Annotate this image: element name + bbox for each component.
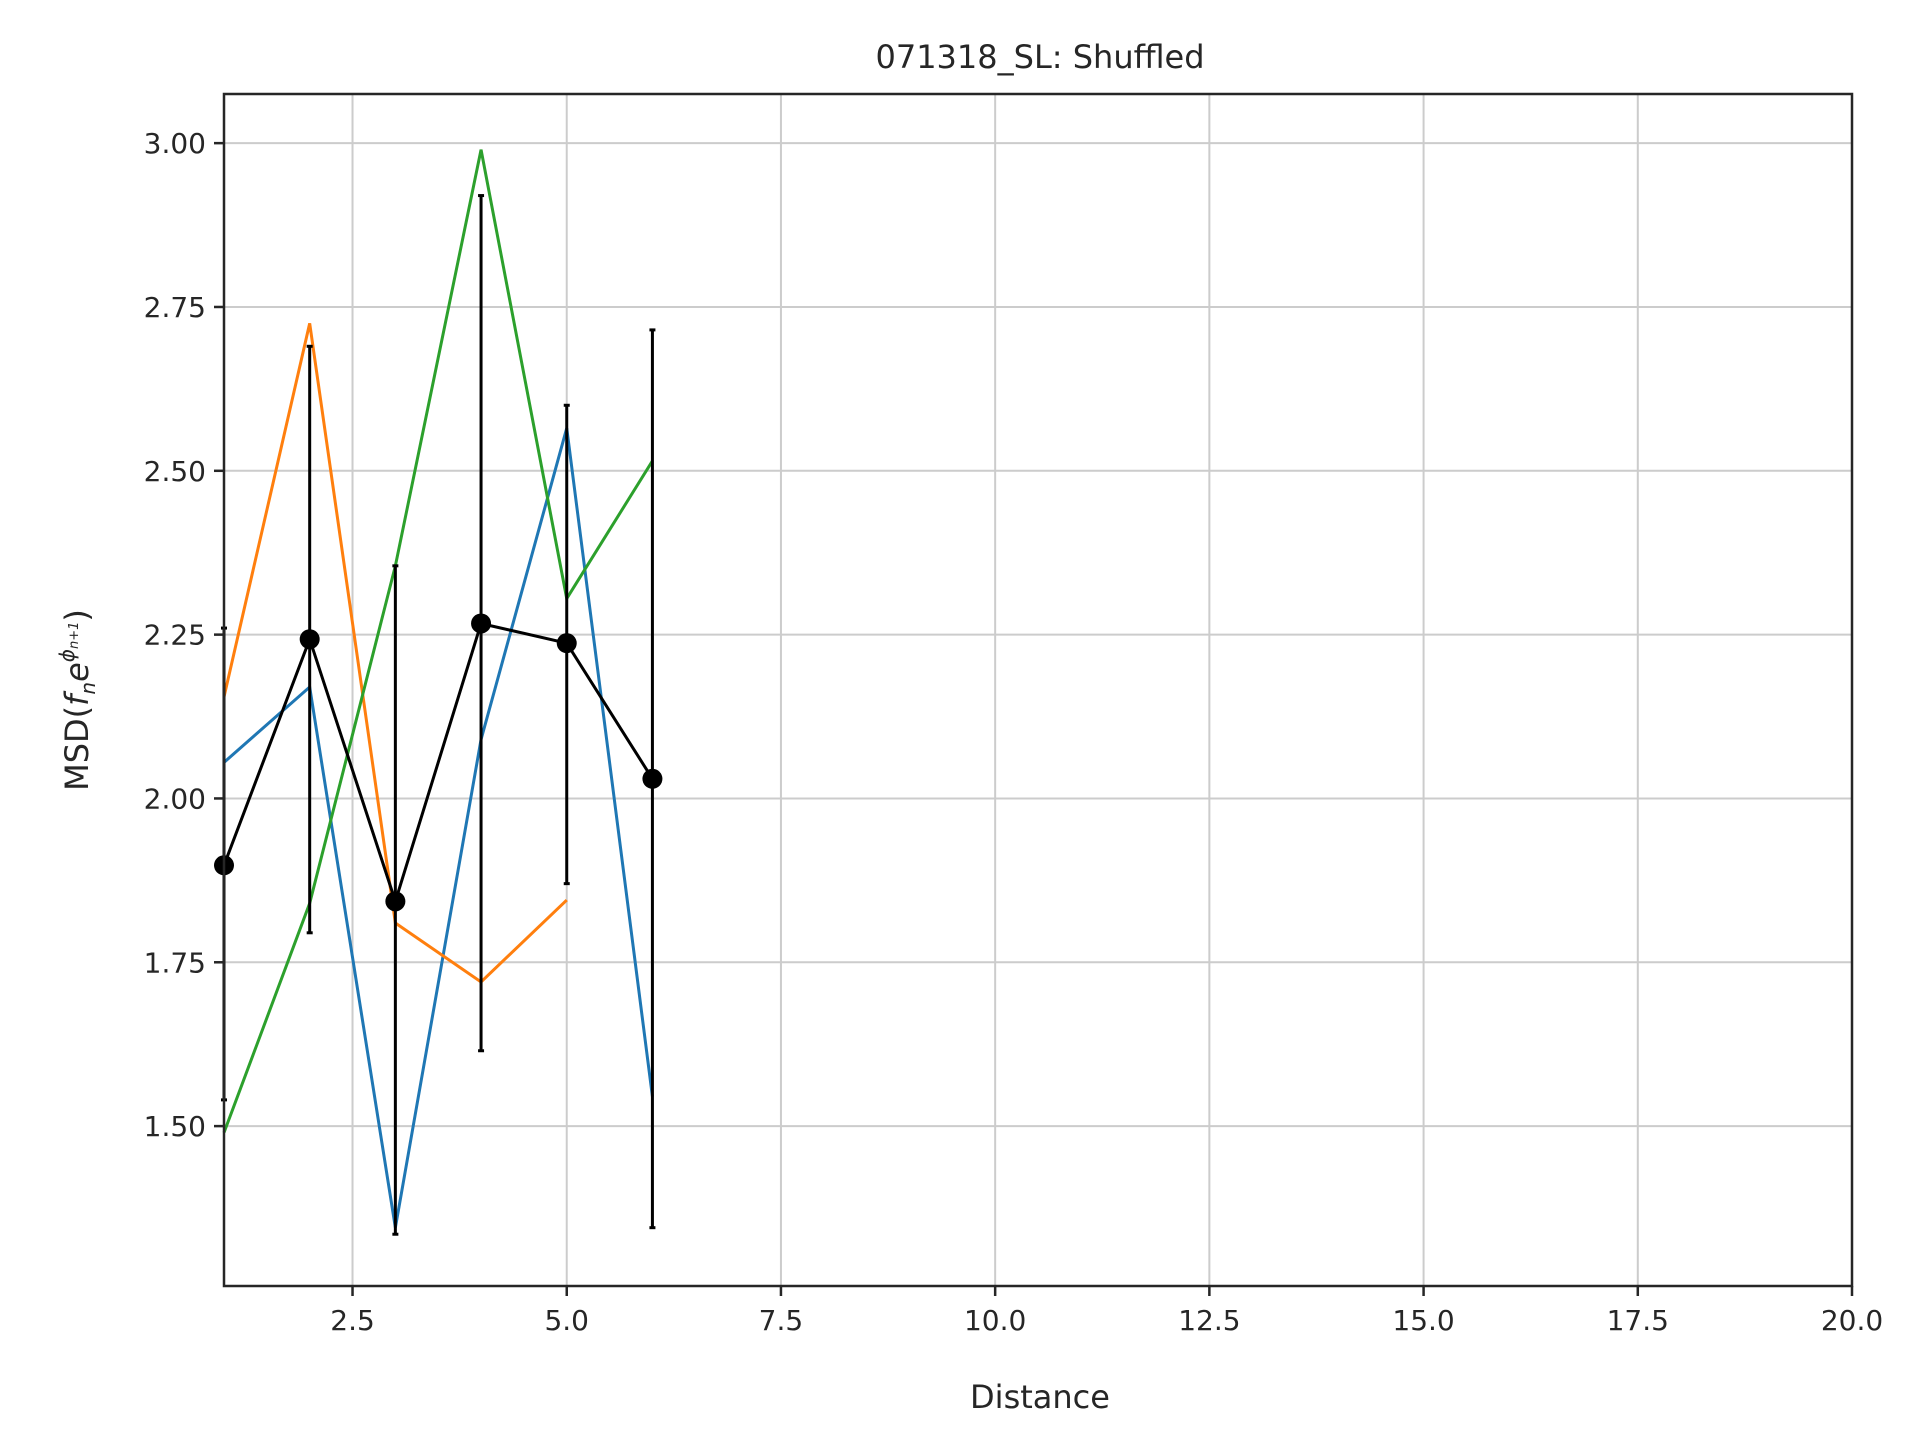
y-tick-label: 2.75 xyxy=(144,291,206,324)
series-line xyxy=(222,621,654,907)
chart-title: 071318_SL: Shuffled xyxy=(875,38,1204,76)
x-tick-label: 12.5 xyxy=(1178,1304,1240,1337)
x-tick-label: 7.5 xyxy=(759,1304,804,1337)
x-tick-label: 5.0 xyxy=(544,1304,589,1337)
x-axis-label: Distance xyxy=(970,1378,1110,1416)
x-tick-label: 2.5 xyxy=(330,1304,375,1337)
series-line xyxy=(222,149,654,1134)
series-line xyxy=(223,427,654,1228)
x-tick-label: 15.0 xyxy=(1392,1304,1454,1337)
ticks: 2.5 5.0 7.5 10.0 12.5 15.0 17.5 20.0 1.50 1.75 2.0… xyxy=(144,127,1884,1337)
data-point xyxy=(642,768,663,789)
series-4 xyxy=(214,194,663,1236)
y-tick-label: 2.25 xyxy=(144,619,206,652)
series-1 xyxy=(223,427,654,1228)
x-tick-label: 17.5 xyxy=(1607,1304,1669,1337)
series-3 xyxy=(222,149,654,1134)
x-tick-label: 10.0 xyxy=(964,1304,1026,1337)
plot-frame xyxy=(222,92,1854,1288)
data-point xyxy=(385,891,406,912)
y-tick-label: 2.00 xyxy=(144,782,206,815)
data-point xyxy=(556,633,577,654)
y-tick-label: 1.75 xyxy=(144,946,206,979)
y-tick-label: 3.00 xyxy=(144,127,206,160)
grid xyxy=(224,94,1853,1286)
data-point xyxy=(471,613,492,634)
y-tick-label: 2.50 xyxy=(144,455,206,488)
y-tick-label: 1.50 xyxy=(144,1110,206,1143)
plot-lines xyxy=(214,149,663,1236)
data-point xyxy=(299,629,320,650)
x-tick-label: 20.0 xyxy=(1821,1304,1883,1337)
